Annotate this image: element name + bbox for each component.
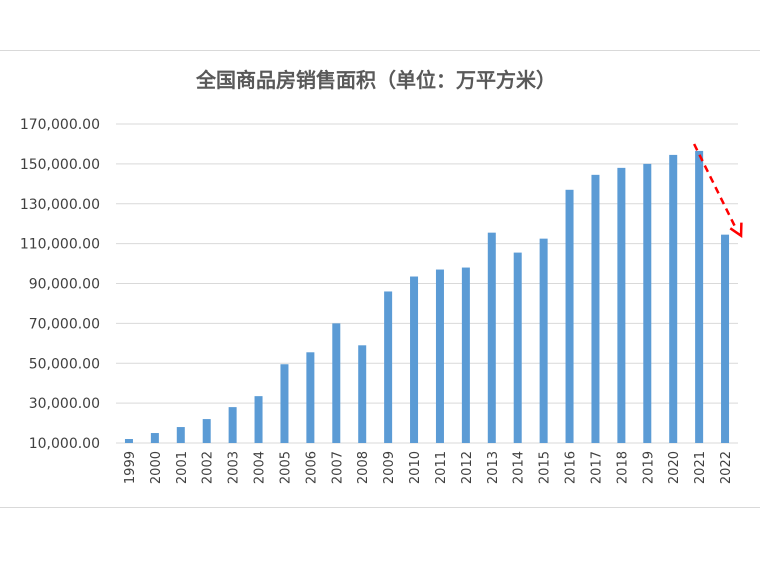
bar-2022 — [721, 234, 730, 443]
chart-frame: 全国商品房销售面积（单位：万平方米） 10,000.00 30,000.00 50,… — [0, 50, 760, 508]
bar-2017 — [591, 174, 600, 443]
bar-chart: 全国商品房销售面积（单位：万平方米） 10,000.00 30,000.00 50,… — [20, 68, 743, 484]
y-tick-label: 90,000.00 — [29, 277, 100, 293]
x-tick-label: 2018 — [615, 451, 630, 484]
bar-2012 — [461, 267, 470, 443]
bar-2005 — [280, 364, 289, 443]
x-tick-label: 2006 — [304, 451, 319, 484]
chart-title: 全国商品房销售面积（单位：万平方米） — [195, 68, 556, 92]
arrow-shaft — [693, 143, 737, 228]
x-tick-label: 2009 — [382, 451, 397, 484]
bar-2006 — [306, 352, 315, 443]
y-tick-label: 170,000.00 — [20, 117, 100, 133]
y-tick-label: 10,000.00 — [29, 436, 100, 452]
x-tick-label: 2016 — [564, 451, 579, 484]
x-tick-label: 2002 — [201, 451, 216, 484]
bar-2008 — [358, 345, 367, 443]
y-axis: 10,000.00 30,000.00 50,000.00 70,000.00 90,0… — [20, 117, 100, 452]
bar-2016 — [565, 189, 574, 443]
x-tick-label: 2003 — [227, 451, 242, 484]
bar-2021 — [695, 150, 704, 443]
bar-2002 — [202, 419, 211, 443]
y-tick-label: 70,000.00 — [29, 316, 100, 332]
bar-2011 — [435, 269, 444, 443]
bar-2019 — [643, 163, 652, 443]
x-tick-label: 2019 — [641, 451, 656, 484]
bar-2000 — [150, 433, 159, 443]
y-tick-label: 130,000.00 — [20, 197, 100, 213]
x-tick-label: 2022 — [719, 451, 734, 484]
bar-2015 — [539, 238, 548, 443]
x-tick-label: 2010 — [408, 451, 423, 484]
x-tick-label: 2005 — [278, 451, 293, 484]
bar-2020 — [669, 154, 678, 443]
x-tick-label: 2020 — [667, 451, 682, 484]
bar-2007 — [332, 323, 341, 443]
bar-2003 — [228, 407, 237, 443]
x-tick-label: 2021 — [693, 451, 708, 484]
x-axis: 1999 2000 2001 2002 2003 2004 2005 2006 2007 2008… — [123, 451, 734, 484]
x-tick-label: 2004 — [253, 451, 268, 484]
y-tick-label: 30,000.00 — [29, 396, 100, 412]
bar-2013 — [487, 232, 496, 443]
bar-2010 — [410, 276, 419, 443]
x-tick-label: 2013 — [486, 451, 501, 484]
x-tick-label: 2008 — [356, 451, 371, 484]
x-tick-label: 2011 — [434, 451, 449, 484]
bar-2004 — [254, 396, 263, 443]
arrow-head — [729, 222, 743, 238]
x-tick-label: 2012 — [460, 451, 475, 484]
bar-1999 — [124, 439, 133, 443]
x-tick-label: 2015 — [538, 451, 553, 484]
x-tick-label: 2017 — [589, 451, 604, 484]
bar-2009 — [384, 291, 393, 443]
bar-2018 — [617, 167, 626, 444]
x-tick-label: 1999 — [123, 451, 138, 484]
bar-2014 — [513, 252, 522, 443]
y-tick-label: 50,000.00 — [29, 356, 100, 372]
x-tick-label: 2007 — [330, 451, 345, 484]
trend-arrow — [693, 143, 743, 238]
bars — [124, 150, 730, 444]
x-tick-label: 2000 — [149, 451, 164, 484]
y-tick-label: 110,000.00 — [20, 237, 100, 253]
x-tick-label: 2001 — [175, 451, 190, 484]
y-tick-label: 150,000.00 — [20, 157, 100, 173]
bar-2001 — [176, 427, 185, 443]
gridlines — [116, 123, 738, 444]
x-tick-label: 2014 — [512, 451, 527, 484]
